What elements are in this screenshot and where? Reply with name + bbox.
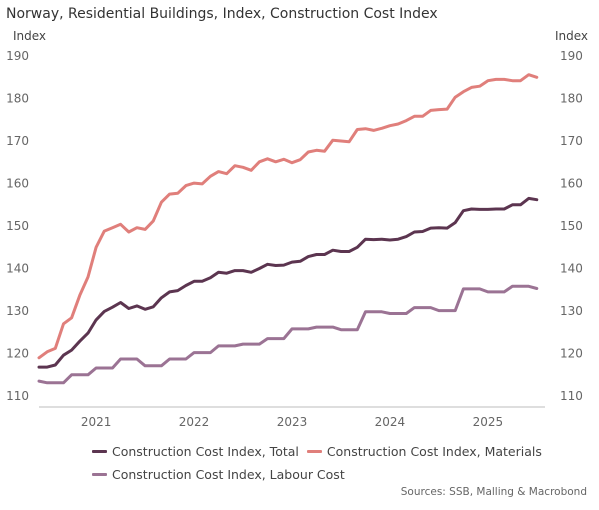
legend-swatch-materials — [306, 450, 322, 453]
y-tick-label-right: 170 — [560, 134, 583, 148]
series-line-materials — [37, 73, 539, 360]
y-tick-label-right: 150 — [560, 219, 583, 233]
legend-item-materials: Construction Cost Index, Materials — [306, 444, 542, 459]
y-tick-label-left: 160 — [6, 177, 29, 191]
y-tick-label-left: 140 — [6, 262, 29, 276]
y-tick-label-right: 130 — [560, 304, 583, 318]
y-tick-label-right: 160 — [560, 177, 583, 191]
series-line-total — [37, 196, 539, 369]
x-tick-label: 2021 — [81, 415, 112, 429]
y-tick-label-right: 180 — [560, 92, 583, 106]
legend-item-total: Construction Cost Index, Total — [92, 444, 299, 459]
x-tick-label: 2025 — [473, 415, 504, 429]
y-tick-label-left: 120 — [6, 347, 29, 361]
series-line-labour — [37, 284, 539, 385]
y-tick-label-left: 190 — [6, 49, 29, 63]
legend-label-labour: Construction Cost Index, Labour Cost — [112, 467, 345, 482]
legend-label-materials: Construction Cost Index, Materials — [326, 444, 542, 459]
legend: Construction Cost Index, Total Construct… — [92, 440, 572, 486]
y-axis-label-right: Index — [554, 29, 588, 43]
y-axis-label-left: Index — [13, 29, 47, 43]
y-tick-label-left: 180 — [6, 92, 29, 106]
legend-item-labour: Construction Cost Index, Labour Cost — [92, 467, 345, 482]
y-tick-label-left: 130 — [6, 304, 29, 318]
x-tick-label: 2023 — [277, 415, 308, 429]
y-tick-label-left: 110 — [6, 389, 29, 403]
chart-title: Norway, Residential Buildings, Index, Co… — [6, 6, 438, 22]
y-tick-label-left: 170 — [6, 134, 29, 148]
x-tick-label: 2024 — [375, 415, 406, 429]
y-tick-label-right: 190 — [560, 49, 583, 63]
legend-swatch-total — [92, 450, 107, 453]
source-note: Sources: SSB, Malling & Macrobond — [400, 486, 587, 498]
y-tick-label-right: 110 — [560, 389, 583, 403]
legend-swatch-labour — [92, 473, 107, 476]
x-tick-label: 2022 — [179, 415, 210, 429]
y-tick-label-left: 150 — [6, 219, 29, 233]
y-tick-label-right: 120 — [560, 347, 583, 361]
y-tick-label-right: 140 — [560, 262, 583, 276]
legend-label-total: Construction Cost Index, Total — [112, 444, 299, 459]
plot-area: 110 110 120 120 130 130 140 140 150 150 160 160 170 1… — [6, 49, 583, 429]
